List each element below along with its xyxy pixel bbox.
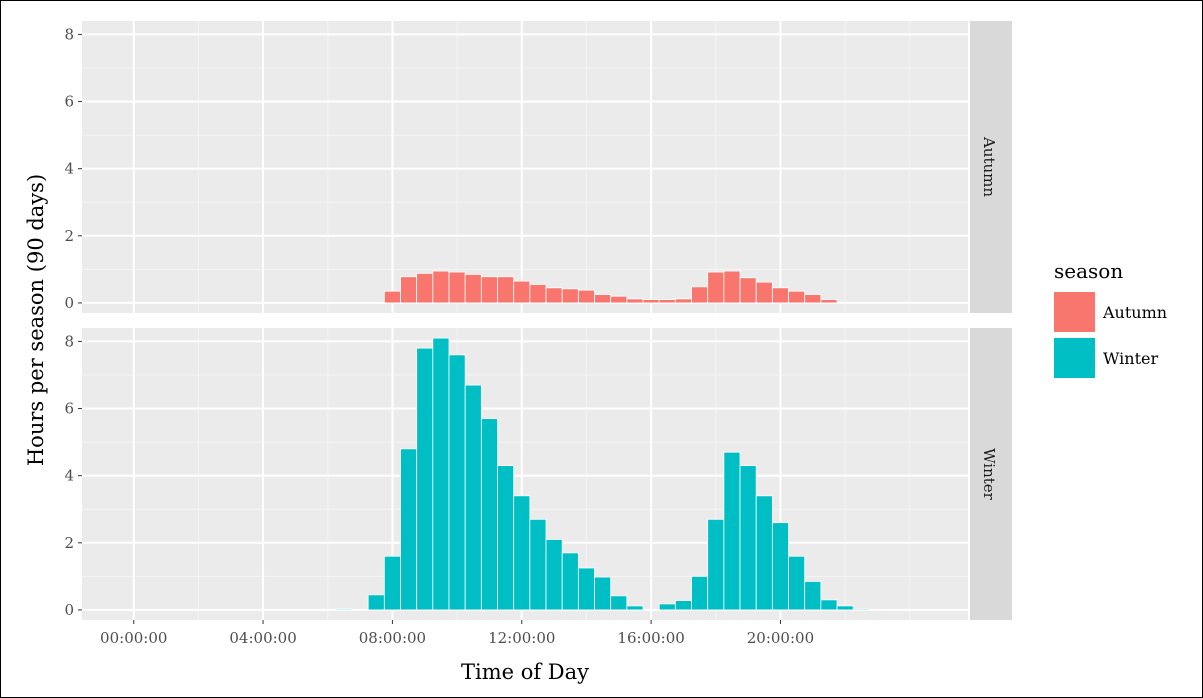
bar-winter	[836, 605, 854, 611]
bar-winter	[513, 495, 531, 611]
x-tick-label: 08:00:00	[359, 629, 426, 647]
y-tick-label: 6	[64, 400, 74, 418]
bar-autumn	[642, 299, 660, 304]
bar-autumn	[400, 276, 418, 304]
y-tick-label: 4	[64, 160, 74, 178]
bar-winter	[723, 451, 741, 611]
bar-autumn	[771, 287, 789, 304]
bar-autumn	[464, 274, 482, 304]
bar-autumn	[480, 276, 498, 304]
bar-winter	[658, 603, 676, 611]
bar-autumn	[529, 284, 547, 304]
bar-autumn	[416, 272, 434, 304]
legend-key-winter	[1054, 338, 1095, 378]
legend-label-winter: Winter	[1103, 349, 1158, 368]
strip-winter	[970, 328, 1012, 620]
bar-autumn	[383, 290, 401, 304]
bar-winter	[755, 495, 773, 611]
panel-background-autumn	[82, 21, 968, 313]
y-axis-winter: 0 2 4 6 8	[64, 332, 82, 619]
y-tick-label: 2	[64, 227, 74, 245]
bar-winter	[577, 567, 595, 611]
bar-autumn	[610, 295, 628, 304]
y-tick-label: 6	[64, 93, 74, 111]
bar-winter	[674, 600, 692, 611]
bar-winter	[594, 576, 612, 611]
bar-autumn	[755, 281, 773, 304]
bar-winter	[561, 552, 579, 611]
x-axis-title: Time of Day	[461, 660, 589, 684]
bar-winter	[804, 581, 822, 611]
bar-autumn	[577, 289, 595, 304]
x-tick-label: 20:00:00	[747, 629, 814, 647]
bar-winter	[400, 448, 418, 611]
bar-winter	[367, 594, 385, 611]
bar-winter	[707, 518, 725, 611]
bar-autumn	[545, 287, 563, 304]
bar-autumn	[513, 280, 531, 304]
legend-key-autumn	[1054, 292, 1095, 332]
bar-winter	[383, 555, 401, 611]
y-axis-autumn: 0 2 4 6 8	[64, 25, 82, 312]
bar-winter	[820, 599, 838, 611]
legend: season Autumn Winter	[1054, 259, 1167, 378]
legend-title: season	[1054, 259, 1123, 283]
bar-winter	[626, 605, 644, 611]
bar-autumn	[658, 299, 676, 304]
bar-autumn	[739, 277, 757, 304]
bar-autumn	[432, 270, 450, 304]
bar-autumn	[674, 298, 692, 304]
strip-autumn	[970, 21, 1012, 313]
bar-winter	[610, 595, 628, 611]
bar-winter	[529, 518, 547, 611]
x-tick-label: 04:00:00	[229, 629, 296, 647]
bars-winter	[335, 337, 870, 611]
y-tick-label: 4	[64, 467, 74, 485]
bar-winter	[739, 465, 757, 611]
bar-winter	[464, 384, 482, 611]
bar-autumn	[626, 298, 644, 304]
y-tick-label: 8	[64, 332, 74, 350]
bar-autumn	[820, 299, 838, 304]
bar-autumn	[497, 276, 515, 304]
bar-autumn	[707, 271, 725, 304]
bar-autumn	[594, 294, 612, 304]
y-tick-label: 0	[64, 601, 74, 619]
bar-winter	[335, 608, 353, 611]
bar-winter	[448, 354, 466, 611]
bar-autumn	[723, 270, 741, 304]
legend-label-autumn: Autumn	[1102, 303, 1167, 322]
strip-label-autumn: Autumn	[980, 136, 998, 197]
bar-autumn	[448, 271, 466, 304]
bar-winter	[416, 347, 434, 611]
x-tick-label: 12:00:00	[488, 629, 555, 647]
bar-autumn	[804, 294, 822, 304]
x-tick-label: 16:00:00	[617, 629, 684, 647]
bar-autumn	[788, 290, 806, 304]
y-tick-label: 8	[64, 25, 74, 43]
bar-autumn	[561, 288, 579, 304]
bar-winter	[545, 539, 563, 611]
bar-autumn	[691, 286, 709, 304]
bar-winter	[771, 522, 789, 611]
bar-winter	[691, 575, 709, 611]
x-axis: 00:00:00 04:00:00 08:00:00 12:00:00 16:00:00…	[100, 620, 814, 647]
bar-winter	[852, 608, 870, 611]
bar-winter	[432, 337, 450, 611]
bar-winter	[497, 465, 515, 611]
bar-winter	[788, 555, 806, 611]
y-tick-label: 0	[64, 294, 74, 312]
bars-autumn	[383, 270, 838, 304]
y-axis-title: Hours per season (90 days)	[24, 174, 48, 466]
y-tick-label: 2	[64, 534, 74, 552]
x-tick-label: 00:00:00	[100, 629, 167, 647]
bar-winter	[480, 418, 498, 611]
strip-label-winter: Winter	[980, 448, 998, 501]
